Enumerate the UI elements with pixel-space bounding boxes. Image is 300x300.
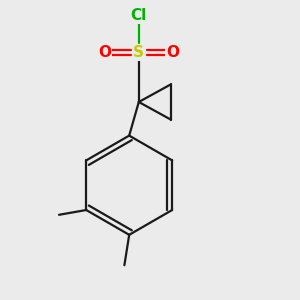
Text: S: S xyxy=(133,45,144,60)
Text: O: O xyxy=(99,45,112,60)
Text: Cl: Cl xyxy=(131,8,147,23)
Text: O: O xyxy=(166,45,179,60)
